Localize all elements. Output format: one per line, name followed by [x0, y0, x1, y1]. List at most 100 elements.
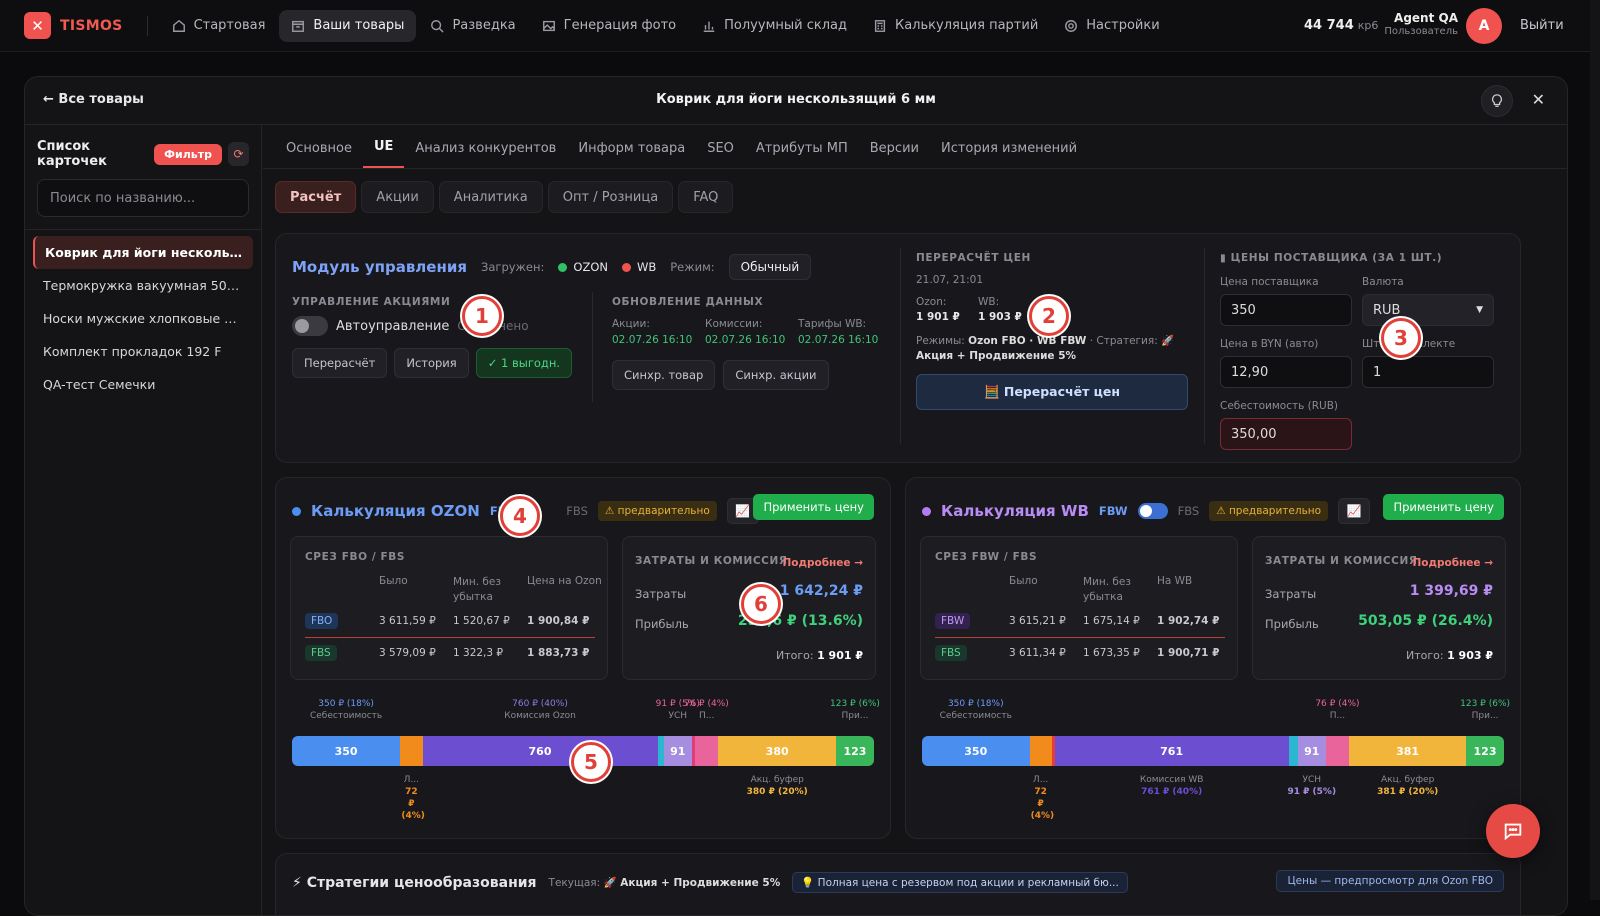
bar-segment[interactable] — [657, 736, 664, 766]
list-item[interactable]: Комплект прокладок 192 F — [43, 344, 222, 359]
tab-competitors[interactable]: Анализ конкурентов — [415, 141, 557, 156]
bar-segment[interactable] — [691, 736, 695, 766]
tab-history[interactable]: История изменений — [940, 141, 1078, 156]
kit-quantity-input[interactable]: 1 — [1362, 356, 1494, 388]
user-info[interactable]: Agent QA Пользователь — [1384, 11, 1458, 37]
subtab-wholesale[interactable]: Опт / Розница — [547, 181, 674, 213]
tab-attributes[interactable]: Атрибуты МП — [755, 141, 848, 156]
user-role: Пользователь — [1384, 26, 1458, 37]
bar-segment[interactable]: 381 — [1349, 736, 1467, 766]
update-tariffs: Тарифы WB: 02.07.26 16:10 — [798, 318, 893, 346]
logo[interactable]: ✕ TISMOS — [24, 12, 123, 39]
subtab-faq[interactable]: FAQ — [678, 181, 734, 213]
subtab-analytics[interactable]: Аналитика — [438, 181, 543, 213]
nav-home[interactable]: Стартовая — [160, 10, 278, 42]
filter-button[interactable]: Фильтр — [154, 143, 222, 165]
tab-main[interactable]: Основное — [286, 141, 352, 156]
profit-label: Прибыль — [635, 617, 689, 631]
cost-label: Себестоимость (RUB) — [1220, 400, 1339, 412]
top-bar: ✕ TISMOS Стартовая Ваши товары Разведка … — [0, 0, 1600, 52]
nav-label: Полуумный склад — [724, 18, 847, 33]
list-item[interactable]: QA-тест Семечки — [43, 377, 156, 392]
bar-segment[interactable] — [1288, 736, 1298, 766]
chart-icon[interactable]: 📈 — [726, 498, 759, 524]
bar-segment[interactable]: 350 — [292, 736, 401, 766]
mp-label: WB — [636, 260, 657, 274]
recalc-ozon: Ozon: 1 901 ₽ — [916, 296, 960, 323]
cost-input[interactable]: 350,00 — [1220, 418, 1352, 450]
fbw-label[interactable]: FBW — [1098, 504, 1128, 518]
tab-seo[interactable]: SEO — [707, 141, 734, 156]
fbs-label[interactable]: FBS — [1177, 504, 1200, 518]
refresh-icon[interactable]: ⟳ — [227, 142, 249, 166]
modal-header: ← Все товары Коврик для йоги нескользящи… — [25, 77, 1567, 125]
nav-batch-calc[interactable]: Калькуляция партий — [861, 10, 1050, 42]
tab-product-info[interactable]: Информ товара — [578, 141, 686, 156]
update-key: Комиссии: — [705, 318, 763, 330]
bar-segment[interactable] — [1029, 736, 1052, 766]
nav-settings[interactable]: Настройки — [1052, 10, 1171, 42]
avatar[interactable]: A — [1466, 8, 1502, 44]
bar-segment[interactable]: 380 — [718, 736, 836, 766]
supplier-price-input[interactable]: 350 — [1220, 294, 1352, 326]
bar-label-value: 350 ₽ (18%) — [947, 699, 1004, 709]
control-module-panel: Модуль управления Загружен: OZON WB Режи… — [275, 233, 1521, 463]
slice-table: СРЕЗ FBO / FBS Было Мин. без убытка Цена… — [290, 536, 608, 680]
bar-segment[interactable]: 123 — [835, 736, 874, 766]
fbs-label[interactable]: FBS — [566, 504, 588, 518]
mode-label: Режим: — [670, 260, 715, 274]
preview-prices-button[interactable]: Цены — предпросмотр для Ozon FBO — [1276, 870, 1504, 892]
supplier-section-label: ▮ ЦЕНЫ ПОСТАВЩИКА (ЗА 1 ШТ.) — [1220, 252, 1442, 264]
model-toggle[interactable] — [1137, 503, 1168, 519]
currency-select[interactable]: RUB ▼ — [1362, 294, 1494, 326]
more-link[interactable]: Подробнее → — [782, 557, 864, 569]
bar-segment[interactable] — [694, 736, 719, 766]
list-item[interactable]: Термокружка вакуумная 500 м... — [43, 278, 253, 293]
nav-products[interactable]: Ваши товары — [279, 9, 417, 42]
bar-segment[interactable]: 761 — [1054, 736, 1289, 766]
stacked-bar: 350 761 91 381 123 — [922, 736, 1504, 766]
mode-select[interactable]: Обычный — [728, 254, 812, 280]
apply-price-button[interactable]: Применить цену — [753, 494, 874, 520]
logo-text: TISMOS — [60, 17, 123, 34]
page-scrollbar[interactable] — [1590, 0, 1600, 900]
search-input[interactable]: Поиск по названию... — [37, 179, 249, 217]
more-link[interactable]: Подробнее → — [1412, 557, 1494, 569]
subtab-promos[interactable]: Акции — [361, 181, 434, 213]
benefit-button[interactable]: ✓ 1 выгодн. — [475, 348, 573, 378]
bar-segment[interactable] — [1325, 736, 1350, 766]
bar-segment[interactable] — [400, 736, 423, 766]
costs-title: ЗАТРАТЫ И КОМИССИЯ — [635, 555, 788, 567]
sync-product-button[interactable]: Синхр. товар — [612, 360, 716, 390]
subtab-calc[interactable]: Расчёт — [275, 181, 357, 213]
bar-segment[interactable] — [1051, 736, 1055, 766]
nav-warehouse[interactable]: Полуумный склад — [690, 10, 859, 42]
sync-promos-button[interactable]: Синхр. акции — [723, 360, 829, 390]
history-button[interactable]: История — [394, 348, 469, 378]
bar-segment[interactable]: 350 — [922, 736, 1030, 766]
cell: 1 673,35 ₽ — [1083, 647, 1140, 659]
tab-ue[interactable]: UE — [362, 139, 405, 168]
bar-segment[interactable]: 91 — [663, 736, 692, 766]
chart-icon[interactable]: 📈 — [1338, 498, 1371, 524]
nav-recon[interactable]: Разведка — [418, 10, 527, 42]
recalc-button[interactable]: Перерасчёт — [292, 348, 388, 378]
tab-versions[interactable]: Версии — [869, 141, 919, 156]
currency-label: Валюта — [1362, 276, 1404, 288]
back-link[interactable]: ← Все товары — [43, 92, 144, 107]
lightbulb-icon[interactable] — [1481, 85, 1513, 117]
close-icon[interactable]: ✕ — [1531, 90, 1545, 109]
chat-button[interactable] — [1486, 804, 1540, 858]
nav-photo-gen[interactable]: Генерация фото — [530, 10, 689, 42]
bar-label-value: 761 ₽ (40%) — [1141, 787, 1203, 797]
bar-segment[interactable]: 91 — [1297, 736, 1326, 766]
auto-toggle[interactable] — [292, 316, 328, 336]
bar-segment[interactable]: 123 — [1466, 736, 1504, 766]
bar-segment[interactable]: 760 — [422, 736, 658, 766]
list-item[interactable]: Коврик для йоги нескользящ... — [33, 236, 253, 269]
byn-price-input[interactable]: 12,90 — [1220, 356, 1352, 388]
list-item[interactable]: Носки мужские хлопковые наб... — [43, 311, 253, 326]
logout-link[interactable]: Выйти — [1520, 18, 1564, 33]
apply-price-button[interactable]: Применить цену — [1383, 494, 1504, 520]
recalc-prices-button[interactable]: 🧮 Перерасчёт цен — [916, 374, 1188, 410]
